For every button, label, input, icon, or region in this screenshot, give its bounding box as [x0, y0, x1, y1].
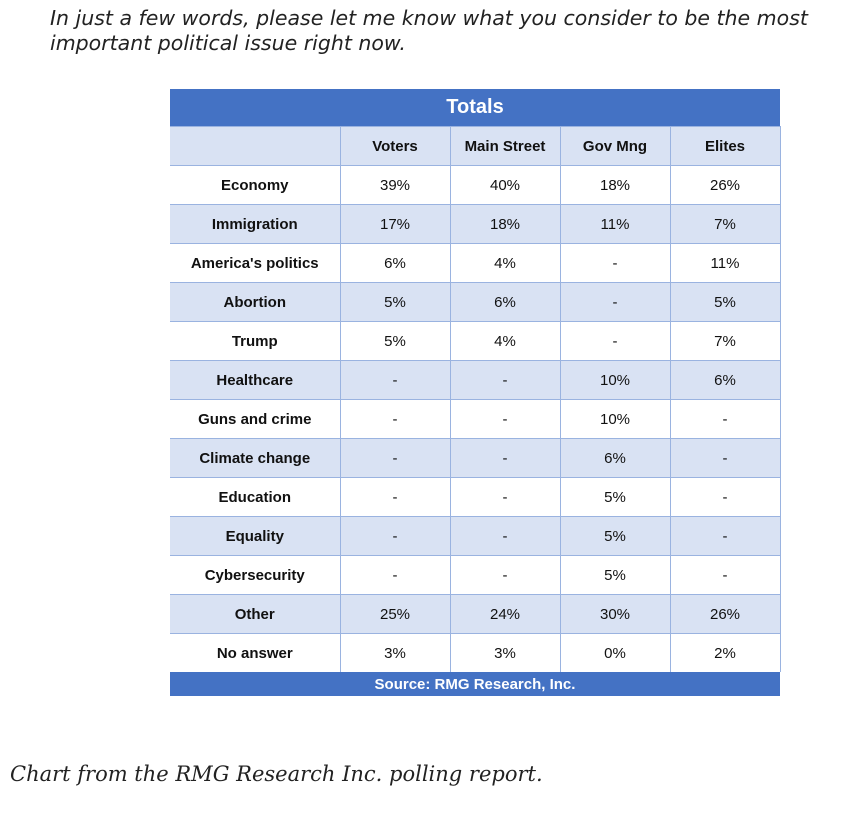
- value-cell: 39%: [339, 165, 450, 205]
- grid-body: Voters Main Street Gov Mng Elites Econom…: [170, 126, 781, 672]
- value-cell: 7%: [669, 321, 781, 361]
- row-label: Trump: [170, 321, 340, 361]
- value-cell: -: [669, 438, 781, 478]
- table-row: No answer 3% 3% 0% 2%: [170, 633, 781, 672]
- row-label: America's politics: [170, 243, 340, 283]
- table-row: Cybersecurity - -5% -: [170, 555, 781, 595]
- value-cell: 24%: [449, 594, 560, 634]
- value-cell: 26%: [669, 594, 781, 634]
- value-cell: -: [669, 555, 781, 595]
- value-cell: -: [449, 477, 560, 517]
- value-cell: -: [559, 243, 670, 283]
- header-row: Voters Main Street Gov Mng Elites: [170, 126, 781, 166]
- row-label: Cybersecurity: [170, 555, 340, 595]
- value-cell: -: [339, 477, 450, 517]
- source-note: Source: RMG Research, Inc.: [170, 672, 780, 696]
- row-label: Education: [170, 477, 340, 517]
- value-cell: 5%: [559, 555, 670, 595]
- value-cell: 3%: [449, 633, 560, 672]
- value-cell: 30%: [559, 594, 670, 634]
- row-label: Abortion: [170, 282, 340, 322]
- table-title: Totals: [170, 89, 780, 126]
- value-cell: 10%: [559, 360, 670, 400]
- value-cell: -: [339, 399, 450, 439]
- table-row: Trump 5% 4% -7%: [170, 321, 781, 361]
- value-cell: -: [559, 321, 670, 361]
- table-row: Abortion 5% 6% -5%: [170, 282, 781, 322]
- value-cell: 6%: [669, 360, 781, 400]
- row-label: Healthcare: [170, 360, 340, 400]
- value-cell: 25%: [339, 594, 450, 634]
- value-cell: 5%: [669, 282, 781, 322]
- table-row: Economy 39% 40% 18% 26%: [170, 165, 781, 205]
- row-label: Immigration: [170, 204, 340, 244]
- table-row: America's politics 6% 4% -11%: [170, 243, 781, 283]
- value-cell: -: [339, 360, 450, 400]
- value-cell: -: [669, 516, 781, 556]
- table-row: Climate change - -6% -: [170, 438, 781, 478]
- value-cell: -: [449, 360, 560, 400]
- value-cell: 4%: [449, 243, 560, 283]
- table-row: Guns and crime - -10% -: [170, 399, 781, 439]
- value-cell: -: [559, 282, 670, 322]
- value-cell: -: [339, 516, 450, 556]
- value-cell: 0%: [559, 633, 670, 672]
- value-cell: 17%: [339, 204, 450, 244]
- caption-text: Chart from the RMG Research Inc. polling…: [10, 762, 543, 786]
- value-cell: 18%: [449, 204, 560, 244]
- row-label: Economy: [170, 165, 340, 205]
- value-cell: -: [449, 516, 560, 556]
- value-cell: -: [669, 399, 781, 439]
- row-label: Equality: [170, 516, 340, 556]
- value-cell: 18%: [559, 165, 670, 205]
- value-cell: -: [449, 555, 560, 595]
- table-row: Equality - -5% -: [170, 516, 781, 556]
- value-cell: 7%: [669, 204, 781, 244]
- value-cell: 11%: [559, 204, 670, 244]
- value-cell: 10%: [559, 399, 670, 439]
- row-label: Climate change: [170, 438, 340, 478]
- column-header-main-street: Main Street: [449, 126, 560, 166]
- value-cell: 6%: [449, 282, 560, 322]
- value-cell: 5%: [339, 321, 450, 361]
- header-blank-cell: [170, 126, 340, 166]
- row-label: Other: [170, 594, 340, 634]
- value-cell: 4%: [449, 321, 560, 361]
- value-cell: 5%: [559, 516, 670, 556]
- value-cell: 6%: [559, 438, 670, 478]
- value-cell: 2%: [669, 633, 781, 672]
- results-table: Totals Voters Main Street Gov Mng Elites…: [170, 89, 781, 696]
- value-cell: 11%: [669, 243, 781, 283]
- column-header-elites: Elites: [669, 126, 781, 166]
- value-cell: 5%: [339, 282, 450, 322]
- value-cell: -: [339, 555, 450, 595]
- value-cell: 6%: [339, 243, 450, 283]
- row-label: No answer: [170, 633, 340, 672]
- table-row: Immigration 17% 18% 11% 7%: [170, 204, 781, 244]
- table-row: Education - -5% -: [170, 477, 781, 517]
- question-text: In just a few words, please let me know …: [50, 6, 808, 55]
- value-cell: -: [449, 399, 560, 439]
- column-header-gov-mng: Gov Mng: [559, 126, 670, 166]
- results-grid: Voters Main Street Gov Mng Elites Econom…: [170, 126, 781, 672]
- value-cell: 26%: [669, 165, 781, 205]
- row-label: Guns and crime: [170, 399, 340, 439]
- value-cell: 3%: [339, 633, 450, 672]
- value-cell: -: [339, 438, 450, 478]
- table-row: Other 25% 24% 30% 26%: [170, 594, 781, 634]
- value-cell: -: [449, 438, 560, 478]
- table-row: Healthcare - -10% 6%: [170, 360, 781, 400]
- column-header-voters: Voters: [339, 126, 450, 166]
- value-cell: 5%: [559, 477, 670, 517]
- value-cell: -: [669, 477, 781, 517]
- value-cell: 40%: [449, 165, 560, 205]
